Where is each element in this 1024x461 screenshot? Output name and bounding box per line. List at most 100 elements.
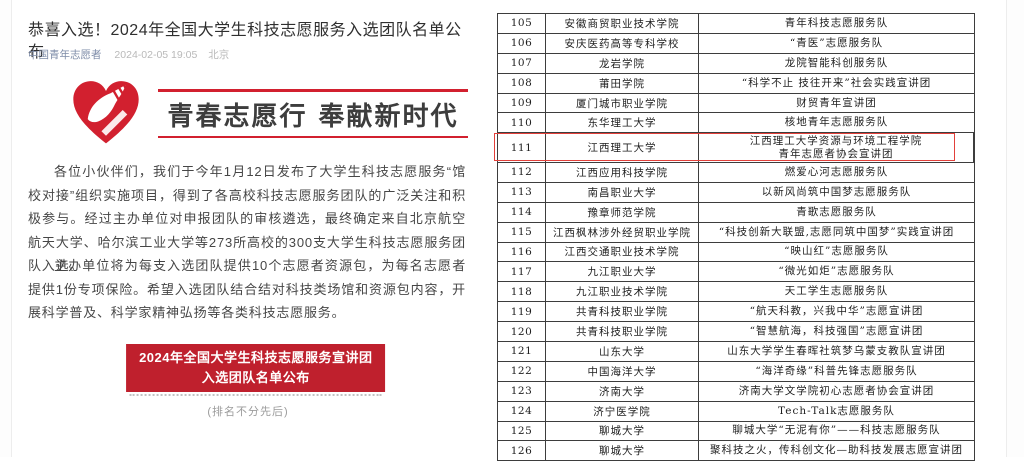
table-row: 107 龙岩学院 龙院智能科创服务队	[498, 53, 974, 74]
team-name-cell: “智慧航海，科技强国”志愿宣讲团	[749, 325, 924, 337]
article-title: 恭喜入选！2024年全国大学生科技志愿服务入选团队名单公布	[28, 22, 462, 61]
table-row: 114 豫章师范学院 青歌志愿服务队	[498, 202, 974, 223]
roster-table: 105 安徽商贸职业技术学院 青年科技志愿服务队 106 安庆医药高等专科学校 “青医”志…	[494, 13, 975, 461]
team-name-cell: 山东大学学生春晖社筑梦乌蒙支教队宣讲团	[727, 344, 946, 357]
school-name-cell: 济宁医学院	[546, 401, 699, 421]
table-row: 106 安庆医药高等专科学校 “青医”志愿服务队	[498, 33, 974, 54]
school-name-cell: 山东大学	[546, 341, 699, 361]
roster-announcement-button[interactable]: 2024年全国大学生科技志愿服务宣讲团 入选团队名单公布	[126, 344, 386, 392]
table-row: 121 山东大学 山东大学学生春晖社筑梦乌蒙支教队宣讲团	[498, 341, 974, 362]
team-name-cell: 天工学生志愿服务队	[784, 285, 889, 298]
team-name-cell: “科学不止 技往开来”社会实践宣讲团	[741, 76, 932, 89]
slogan-text: 青春志愿行 奉献新时代	[167, 101, 459, 132]
row-number-cell: 123	[498, 381, 546, 401]
row-number-cell: 109	[498, 93, 546, 113]
publish-location: 北京	[208, 49, 230, 61]
table-row: 113 南昌职业大学 以新风尚筑中国梦志愿服务队	[498, 182, 974, 203]
table-row: 123 济南大学 济南大学文学院初心志愿者协会宣讲团	[498, 381, 974, 402]
table-row: 115 江西枫林涉外经贸职业学院 “科技创新大联盟,志愿同筑中国梦”实践宣讲团	[498, 222, 974, 243]
team-name-cell: 济南大学文学院初心志愿者协会宣讲团	[738, 384, 935, 397]
school-name-cell: 济南大学	[546, 381, 699, 401]
school-name-cell: 聊城大学	[546, 441, 699, 461]
school-name-cell: 共青科技职业学院	[546, 302, 699, 322]
row-number-cell: 105	[498, 14, 546, 33]
row-number-cell: 112	[498, 162, 546, 182]
row-number-cell: 117	[498, 262, 546, 282]
banner-image: 青春志愿行 奉献新时代	[68, 74, 468, 152]
row-number-cell: 120	[498, 322, 546, 341]
team-name-cell: “青医”志愿服务队	[789, 36, 884, 49]
table-row: 119 共青科技职业学院 “航天科教，兴我中华”志愿宣讲团	[498, 302, 974, 323]
school-name-cell: 东华理工大学	[546, 113, 699, 133]
row-number-cell: 111	[498, 133, 546, 162]
school-name-cell: 安庆医药高等专科学校	[546, 33, 699, 53]
school-name-cell: 龙岩学院	[546, 53, 699, 73]
team-name-cell: “微光如炬”志愿服务队	[778, 265, 895, 278]
row-number-cell: 119	[498, 302, 546, 322]
row-number-cell: 124	[498, 401, 546, 421]
team-name-cell: 江西理工大学资源与环境工程学院 青年志愿者协会宣讲团	[699, 133, 974, 162]
team-name-cell: 核地青年志愿服务队	[784, 116, 889, 129]
row-number-cell: 107	[498, 53, 546, 73]
school-name-cell: 九江职业技术学院	[546, 282, 699, 302]
table-row: 110 东华理工大学 核地青年志愿服务队	[498, 113, 974, 134]
table-row: 120 共青科技职业学院 “智慧航海，科技强国”志愿宣讲团	[498, 322, 974, 342]
paragraph-1: 各位小伙伴们，我们于今年1月12日发布了大学生科技志愿服务“馆校对接”组织实施项…	[28, 164, 466, 273]
roster-button-line1: 2024年全国大学生科技志愿服务宣讲团	[139, 350, 373, 365]
team-name-cell: 以新风尚筑中国梦志愿服务队	[761, 185, 912, 198]
page-right-margin	[1006, 0, 1024, 457]
team-name-cell: “映山红”志愿服务队	[784, 245, 889, 258]
article-panel: 恭喜入选！2024年全国大学生科技志愿服务入选团队名单公布 中国青年志愿者 20…	[28, 0, 468, 457]
team-name-cell: 青歌志愿服务队	[796, 205, 877, 218]
row-number-cell: 108	[498, 73, 546, 93]
paragraph-2: 主办单位将为每支入选团队提供10个志愿者资源包，为每名志愿者提供1份专项保险。希…	[28, 258, 466, 320]
team-name-cell: “航天科教，兴我中华”志愿宣讲团	[749, 305, 924, 318]
row-number-cell: 125	[498, 421, 546, 441]
table-row: 116 江西交通职业技术学院 “映山红”志愿服务队	[498, 242, 974, 263]
row-number-cell: 113	[498, 182, 546, 202]
table-row: 109 厦门城市职业学院 财贸青年宣讲团	[498, 93, 974, 114]
school-name-cell: 共青科技职业学院	[546, 322, 699, 341]
school-name-cell: 南昌职业大学	[546, 182, 699, 202]
team-name-cell: 燃爱心河志愿服务队	[784, 165, 889, 178]
row-number-cell: 114	[498, 202, 546, 222]
row-number-cell: 106	[498, 33, 546, 53]
school-name-cell: 江西交通职业技术学院	[546, 242, 699, 262]
school-name-cell: 豫章师范学院	[546, 202, 699, 222]
row-number-cell: 121	[498, 341, 546, 361]
team-name-cell: 聊城大学“无泥有你”——科技志愿服务队	[732, 424, 941, 437]
school-name-cell: 江西枫林涉外经贸职业学院	[546, 222, 699, 242]
page-left-margin	[0, 0, 12, 457]
row-number-cell: 110	[498, 113, 546, 133]
school-name-cell: 中国海洋大学	[546, 361, 699, 381]
row-number-cell: 122	[498, 361, 546, 381]
team-name-cell: 龙院智能科创服务队	[784, 56, 889, 69]
account-name-link[interactable]: 中国青年志愿者	[28, 49, 102, 61]
row-number-cell: 115	[498, 222, 546, 242]
byline: 中国青年志愿者 2024-02-05 19:05 北京	[28, 47, 468, 62]
school-name-cell: 九江职业大学	[546, 262, 699, 282]
volunteer-heart-logo-icon	[73, 81, 139, 144]
school-name-cell: 聊城大学	[546, 421, 699, 441]
team-name-cell: 青年科技志愿服务队	[784, 16, 889, 29]
table-row: 125 聊城大学 聊城大学“无泥有你”——科技志愿服务队	[498, 421, 974, 442]
roster-button-line2: 入选团队名单公布	[201, 370, 310, 385]
dotted-divider	[129, 394, 382, 396]
table-row: 118 九江职业技术学院 天工学生志愿服务队	[498, 282, 974, 303]
row-number-cell: 116	[498, 242, 546, 262]
team-name-cell: 聚科技之火，传科创文化—助科技发展志愿宣讲团	[710, 444, 963, 457]
table-row: 122 中国海洋大学 “海洋奇缘”科普先锋志愿服务队	[498, 361, 974, 382]
team-name-cell: “海洋奇缘”科普先锋志愿服务队	[755, 364, 918, 377]
school-name-cell: 江西理工大学	[546, 133, 699, 162]
table-row: 112 江西应用科技学院 燃爱心河志愿服务队	[498, 162, 974, 183]
row-number-cell: 118	[498, 282, 546, 302]
table-row: 126 聊城大学 聚科技之火，传科创文化—助科技发展志愿宣讲团	[498, 441, 974, 461]
school-name-cell: 江西应用科技学院	[546, 162, 699, 182]
slogan-banner: 青春志愿行 奉献新时代	[158, 88, 468, 138]
table-row: 117 九江职业大学 “微光如炬”志愿服务队	[498, 262, 974, 283]
table-row: 105 安徽商贸职业技术学院 青年科技志愿服务队	[498, 14, 974, 34]
table-row: 108 莆田学院 “科学不止 技往开来”社会实践宣讲团	[498, 73, 974, 94]
school-name-cell: 莆田学院	[546, 73, 699, 93]
school-name-cell: 厦门城市职业学院	[546, 93, 699, 113]
school-name-cell: 安徽商贸职业技术学院	[546, 14, 699, 33]
